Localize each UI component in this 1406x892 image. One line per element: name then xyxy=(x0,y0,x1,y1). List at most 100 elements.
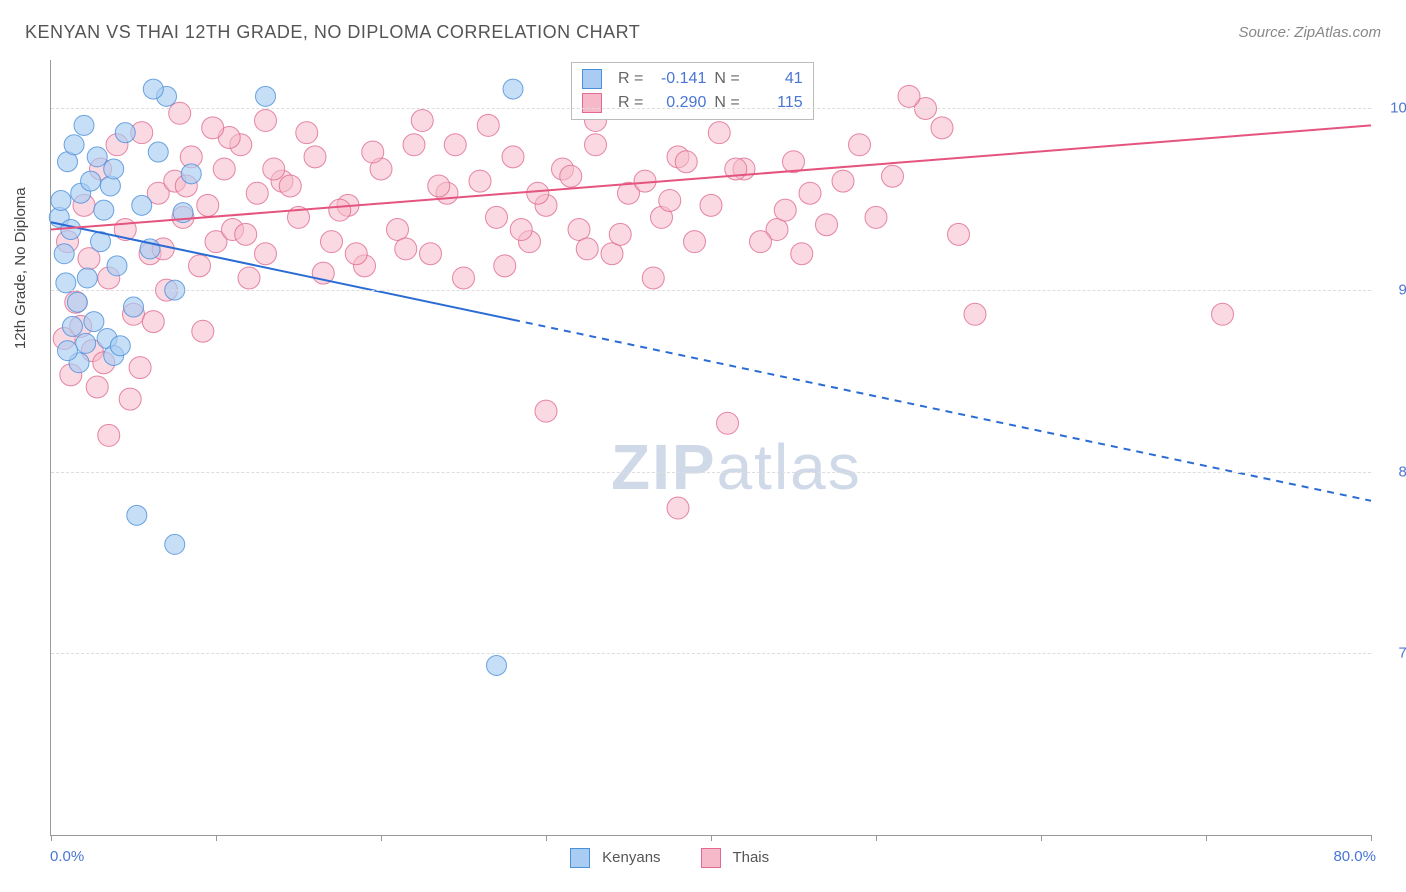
r-value-kenyans: -0.141 xyxy=(651,70,706,88)
stats-row-thais: R = 0.290 N = 115 xyxy=(582,91,803,115)
stats-row-kenyans: R = -0.141 N = 41 xyxy=(582,67,803,91)
data-point-thais xyxy=(169,102,191,124)
data-point-thais xyxy=(642,267,664,289)
data-point-thais xyxy=(502,146,524,168)
x-tick xyxy=(711,835,712,841)
x-axis-max-label: 80.0% xyxy=(1333,848,1376,865)
data-point-kenyans xyxy=(143,79,163,99)
data-point-thais xyxy=(387,219,409,241)
data-point-thais xyxy=(898,85,920,107)
data-point-thais xyxy=(235,223,257,245)
data-point-thais xyxy=(486,206,508,228)
x-tick xyxy=(51,835,52,841)
y-tick-label: 100.0% xyxy=(1381,100,1406,117)
data-point-kenyans xyxy=(487,655,507,675)
data-point-kenyans xyxy=(132,195,152,215)
data-point-thais xyxy=(585,134,607,156)
data-point-thais xyxy=(750,231,772,253)
chart-title: KENYAN VS THAI 12TH GRADE, NO DIPLOMA CO… xyxy=(25,22,640,43)
data-point-thais xyxy=(527,182,549,204)
data-point-thais xyxy=(882,165,904,187)
data-point-thais xyxy=(659,189,681,211)
data-point-thais xyxy=(98,424,120,446)
x-tick xyxy=(546,835,547,841)
data-point-kenyans xyxy=(127,505,147,525)
data-point-thais xyxy=(192,320,214,342)
data-point-thais xyxy=(708,122,730,144)
swatch-thais-icon xyxy=(582,93,602,113)
data-point-thais xyxy=(279,175,301,197)
y-tick-label: 92.5% xyxy=(1381,282,1406,299)
data-point-kenyans xyxy=(115,123,135,143)
data-point-thais xyxy=(816,214,838,236)
n-value-kenyans: 41 xyxy=(748,70,803,88)
data-point-kenyans xyxy=(124,297,144,317)
data-point-kenyans xyxy=(104,159,124,179)
legend-item-kenyans: Kenyans xyxy=(570,848,661,868)
legend-bottom: Kenyans Thais xyxy=(570,848,769,868)
data-point-kenyans xyxy=(107,256,127,276)
data-point-kenyans xyxy=(94,200,114,220)
data-point-thais xyxy=(129,357,151,379)
data-point-thais xyxy=(791,243,813,265)
gridline xyxy=(51,290,1371,291)
x-tick xyxy=(381,835,382,841)
swatch-kenyans-icon xyxy=(570,848,590,868)
trend-line-ext-kenyans xyxy=(513,320,1371,501)
gridline xyxy=(51,108,1371,109)
data-point-kenyans xyxy=(256,86,276,106)
data-point-thais xyxy=(119,388,141,410)
stats-legend: R = -0.141 N = 41 R = 0.290 N = 115 xyxy=(571,62,814,120)
data-point-thais xyxy=(86,376,108,398)
data-point-thais xyxy=(329,199,351,221)
data-point-thais xyxy=(189,255,211,277)
data-point-thais xyxy=(667,497,689,519)
data-point-thais xyxy=(411,110,433,132)
data-point-thais xyxy=(601,243,623,265)
legend-label-kenyans: Kenyans xyxy=(602,849,660,866)
data-point-kenyans xyxy=(148,142,168,162)
x-tick xyxy=(1041,835,1042,841)
data-point-kenyans xyxy=(62,316,82,336)
data-point-thais xyxy=(865,206,887,228)
data-point-kenyans xyxy=(58,341,78,361)
gridline xyxy=(51,472,1371,473)
x-axis-min-label: 0.0% xyxy=(50,848,84,865)
data-point-thais xyxy=(535,400,557,422)
plot-area: ZIPatlas R = -0.141 N = 41 R = 0.290 N =… xyxy=(50,60,1371,836)
data-point-thais xyxy=(420,243,442,265)
data-point-thais xyxy=(362,141,384,163)
data-point-thais xyxy=(568,219,590,241)
data-point-thais xyxy=(321,231,343,253)
data-point-kenyans xyxy=(81,171,101,191)
data-point-thais xyxy=(296,122,318,144)
data-point-thais xyxy=(453,267,475,289)
data-point-thais xyxy=(799,182,821,204)
data-point-thais xyxy=(576,238,598,260)
data-point-kenyans xyxy=(67,292,87,312)
data-point-thais xyxy=(684,231,706,253)
data-point-thais xyxy=(832,170,854,192)
data-point-kenyans xyxy=(74,115,94,135)
legend-label-thais: Thais xyxy=(732,849,769,866)
data-point-thais xyxy=(1212,303,1234,325)
data-point-kenyans xyxy=(54,244,74,264)
data-point-thais xyxy=(477,114,499,136)
data-point-kenyans xyxy=(64,135,84,155)
data-point-thais xyxy=(560,165,582,187)
data-point-thais xyxy=(197,194,219,216)
data-point-kenyans xyxy=(503,79,523,99)
x-tick xyxy=(1206,835,1207,841)
n-label: N = xyxy=(714,70,739,88)
data-point-kenyans xyxy=(76,333,96,353)
data-point-kenyans xyxy=(61,220,81,240)
y-tick-label: 77.5% xyxy=(1381,645,1406,662)
data-point-thais xyxy=(213,158,235,180)
data-point-thais xyxy=(255,243,277,265)
data-point-thais xyxy=(304,146,326,168)
data-point-thais xyxy=(263,158,285,180)
data-point-kenyans xyxy=(110,336,130,356)
y-tick-label: 85.0% xyxy=(1381,463,1406,480)
swatch-kenyans-icon xyxy=(582,69,602,89)
data-point-thais xyxy=(510,219,532,241)
